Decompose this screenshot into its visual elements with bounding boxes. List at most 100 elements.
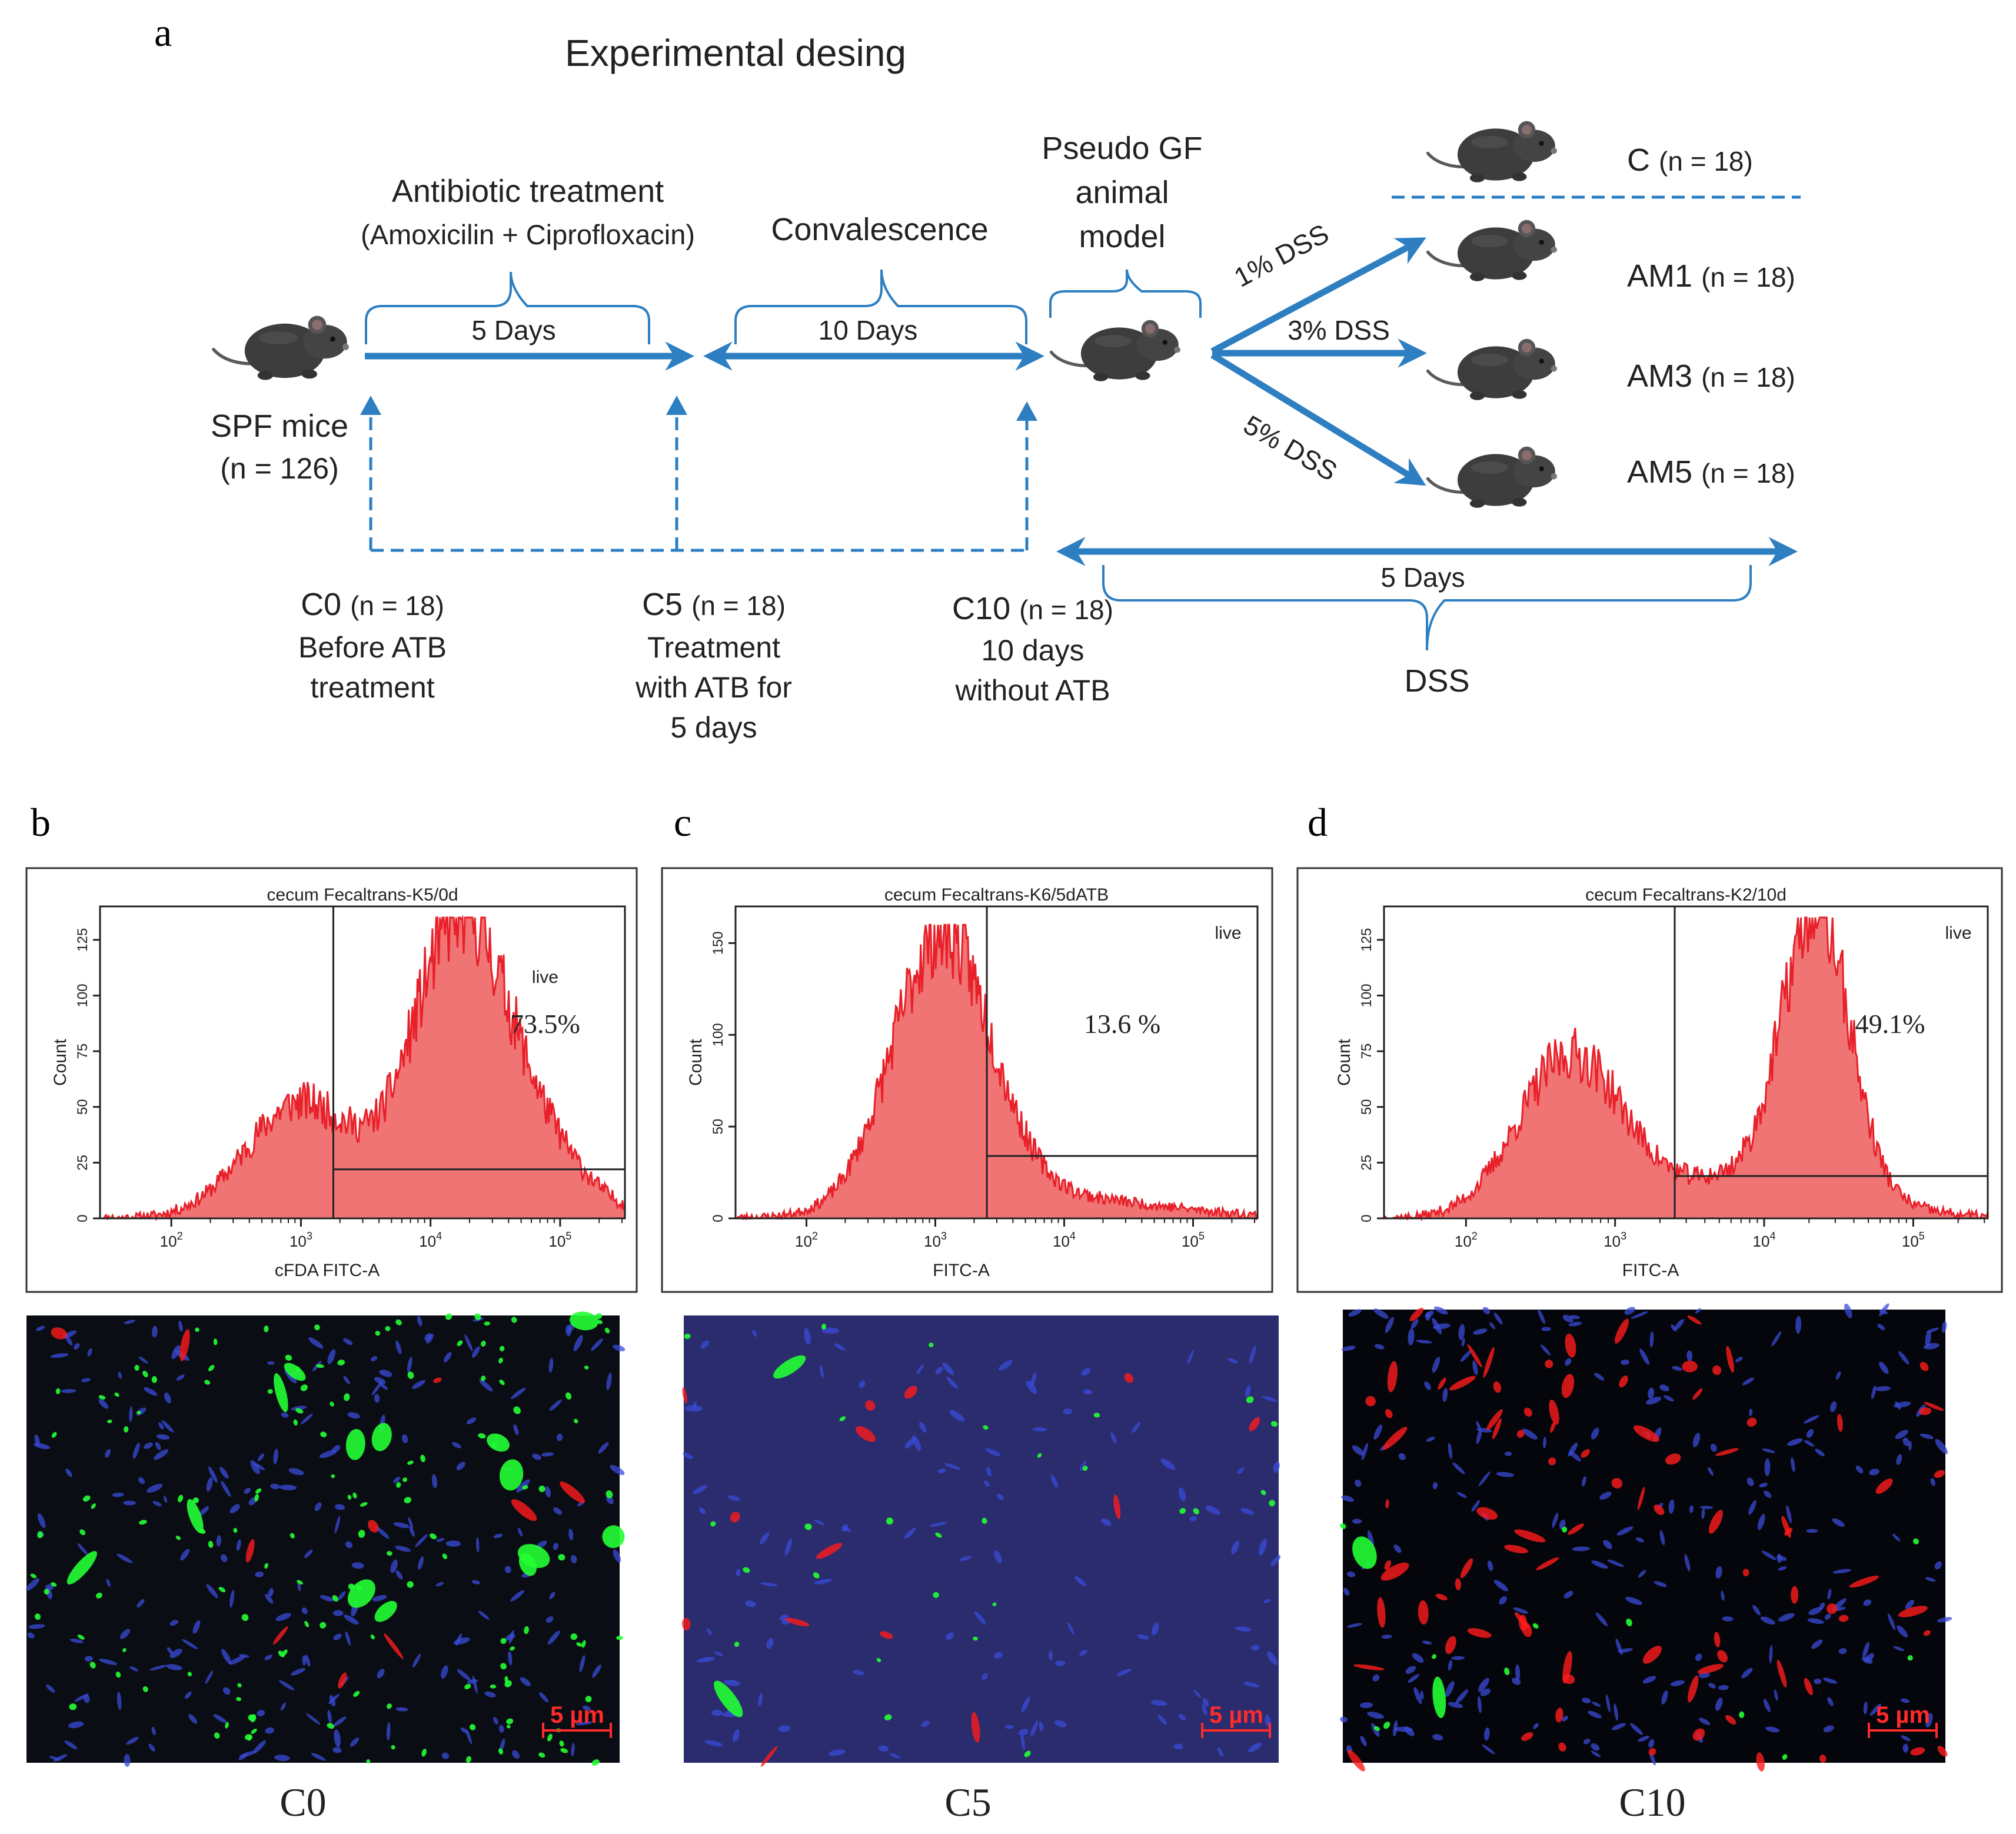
cell-red xyxy=(1449,1376,1476,1391)
cell-green xyxy=(245,1734,252,1740)
cell-blue xyxy=(147,1484,163,1493)
cell-blue xyxy=(1668,1499,1675,1514)
cell-blue xyxy=(1483,1727,1490,1741)
cell-green xyxy=(1912,1538,1919,1544)
cell-green xyxy=(320,1431,327,1437)
cell-blue xyxy=(921,1720,930,1727)
dss-5-arrow xyxy=(1210,352,1426,486)
cell-blue xyxy=(1565,1358,1572,1366)
cell-blue xyxy=(137,1599,145,1608)
cell-blue xyxy=(417,1315,423,1327)
cell-blue xyxy=(1815,1448,1825,1457)
cell-red xyxy=(1708,1510,1723,1534)
cell-blue xyxy=(444,1352,452,1363)
cell-red xyxy=(1742,1569,1749,1577)
cell-blue xyxy=(1863,1702,1868,1715)
cell-blue xyxy=(412,1653,421,1668)
cell-blue xyxy=(853,1670,864,1676)
cell-blue xyxy=(1352,1519,1362,1524)
cell-blue xyxy=(393,1522,410,1529)
cell-blue xyxy=(1355,1479,1362,1487)
cell-blue xyxy=(1808,1607,1822,1616)
cell-green xyxy=(55,1388,61,1394)
cell-blue xyxy=(1496,1471,1515,1477)
cell-green xyxy=(195,1327,199,1332)
cell-blue xyxy=(412,1380,425,1389)
cell-blue xyxy=(974,1611,986,1625)
cell-red xyxy=(1353,1664,1385,1670)
cell-blue xyxy=(37,1513,46,1529)
cell-green xyxy=(274,1373,288,1413)
cell-red xyxy=(785,1617,810,1627)
cell-blue xyxy=(1787,1438,1803,1446)
cell-blue xyxy=(452,1442,461,1448)
scale-bar-label: 5 µm xyxy=(550,1702,604,1728)
cell-blue xyxy=(1902,1437,1910,1446)
cell-blue xyxy=(1631,1311,1648,1319)
cell-green xyxy=(50,1582,57,1587)
cell-blue xyxy=(475,1537,480,1553)
cell-red xyxy=(1514,1529,1546,1543)
cell-blue xyxy=(1599,1491,1612,1500)
cell-green xyxy=(37,1531,44,1539)
cell-blue xyxy=(683,1452,693,1459)
cell-blue xyxy=(222,1687,231,1695)
cell-green xyxy=(89,1662,96,1669)
cell-green xyxy=(420,1454,425,1463)
cell-green xyxy=(254,1494,259,1502)
cell-blue xyxy=(1132,1422,1141,1433)
cell-red xyxy=(1385,1499,1389,1509)
cell-red xyxy=(1838,1614,1849,1622)
cell-green xyxy=(208,1364,215,1371)
cell-blue xyxy=(1804,1440,1815,1447)
cell-blue xyxy=(878,1745,889,1752)
cell-blue xyxy=(1116,1669,1132,1676)
cell-blue xyxy=(61,1389,76,1393)
cell-blue xyxy=(1247,1742,1262,1753)
cell-blue xyxy=(1448,1443,1452,1459)
cell-green xyxy=(773,1355,806,1379)
cell-red xyxy=(1504,1544,1528,1554)
cell-blue xyxy=(512,1750,520,1759)
cell-red xyxy=(1665,1453,1681,1465)
cell-blue xyxy=(1250,1644,1260,1651)
cell-blue xyxy=(1513,1607,1529,1614)
cell-green xyxy=(484,1321,491,1326)
y-tick-label: 50 xyxy=(75,1099,91,1115)
cell-blue xyxy=(124,1754,131,1767)
c5-desc-line3: 5 days xyxy=(670,711,757,744)
cell-blue xyxy=(1925,1577,1936,1582)
cell-green xyxy=(430,1533,437,1540)
cell-red xyxy=(879,1631,893,1639)
cell-green xyxy=(478,1433,486,1439)
cell-blue xyxy=(64,1740,78,1749)
cell-blue xyxy=(784,1538,793,1556)
cell-blue xyxy=(152,1325,158,1338)
cell-red xyxy=(816,1543,843,1559)
cell-green xyxy=(407,1581,414,1588)
cell-blue xyxy=(946,1377,959,1389)
cell-blue xyxy=(541,1452,554,1457)
cell-blue xyxy=(1081,1367,1091,1376)
pseudo-gf-mouse-icon xyxy=(1052,320,1180,381)
cell-blue xyxy=(457,1669,471,1681)
cell-blue xyxy=(219,1467,229,1479)
cell-green xyxy=(330,1401,334,1407)
cell-green xyxy=(481,1376,486,1381)
c5-sampling-arrowhead xyxy=(666,396,687,415)
cell-green xyxy=(445,1313,453,1320)
cell-blue xyxy=(1259,1539,1267,1556)
cell-blue xyxy=(1624,1307,1635,1315)
cell-blue xyxy=(291,1406,307,1411)
am1-mouse-icon xyxy=(1428,220,1557,281)
cell-blue xyxy=(84,1656,93,1662)
cell-blue xyxy=(1877,1324,1885,1330)
cell-blue xyxy=(986,1467,992,1477)
cell-blue xyxy=(407,1357,412,1373)
cell-green xyxy=(385,1326,391,1331)
cell-red xyxy=(1849,1576,1879,1588)
cell-blue xyxy=(229,1504,240,1513)
x-tick-label: 103 xyxy=(290,1230,312,1250)
cell-green xyxy=(499,1459,524,1491)
gate-percent: 73.5% xyxy=(510,1009,580,1039)
